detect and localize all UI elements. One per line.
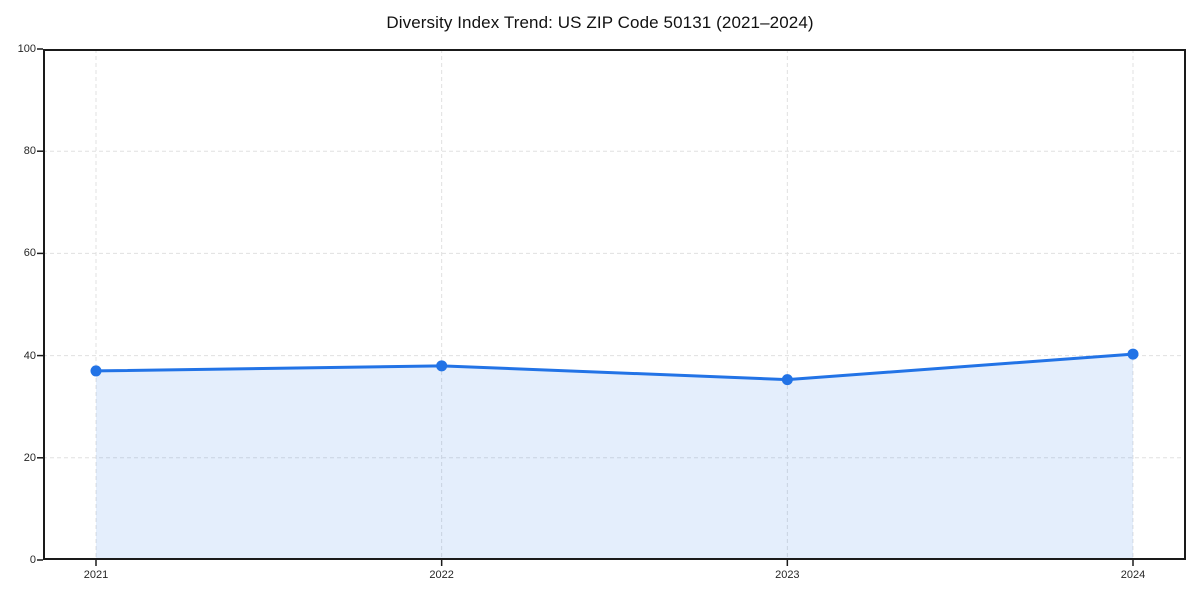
- y-tick-label: 100: [17, 43, 36, 55]
- x-tick-label: 2022: [429, 569, 454, 581]
- plot-frame: [43, 49, 1186, 560]
- y-tick-label: 0: [29, 554, 36, 566]
- x-tick-label: 2024: [1120, 569, 1146, 581]
- y-tick-label: 20: [23, 451, 36, 464]
- data-point-marker: [781, 374, 793, 386]
- y-tick-label: 80: [23, 145, 36, 158]
- data-point-marker: [436, 360, 448, 372]
- chart-title: Diversity Index Trend: US ZIP Code 50131…: [386, 13, 814, 32]
- y-tick-label: 40: [23, 349, 36, 362]
- trend-line: [94, 352, 1135, 382]
- x-tick-label: 2021: [83, 569, 109, 581]
- area-fill: [96, 354, 1133, 560]
- x-tick-label: 2023: [775, 569, 800, 581]
- data-point-marker: [90, 365, 102, 377]
- data-point-marker: [1127, 348, 1139, 360]
- trend-area-chart: [37, 48, 1186, 566]
- y-tick-label: 60: [23, 247, 36, 260]
